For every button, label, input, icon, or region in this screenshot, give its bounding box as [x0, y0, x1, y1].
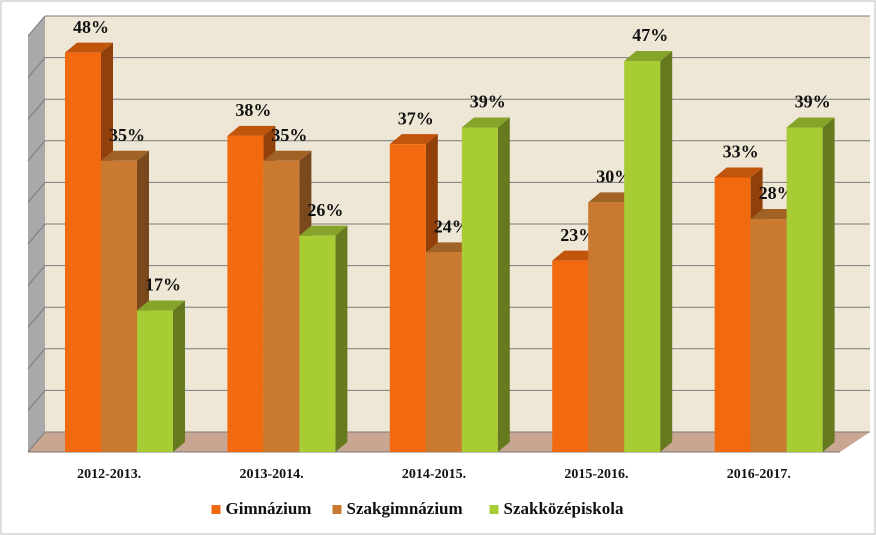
- bar-top: [786, 117, 835, 128]
- bar-front: [786, 127, 823, 453]
- value-label: 26%: [307, 200, 343, 220]
- legend-swatch: [332, 505, 342, 514]
- bar: [299, 225, 348, 452]
- value-label: 39%: [795, 92, 831, 112]
- bar-top: [624, 50, 673, 61]
- grid-line-side: [27, 15, 46, 37]
- value-label: 23%: [560, 225, 596, 245]
- value-label: 33%: [723, 142, 759, 162]
- value-label: 17%: [145, 275, 181, 295]
- bar-front: [425, 252, 462, 452]
- x-tick-label: 2013-2014.: [240, 467, 304, 482]
- bar-front: [389, 144, 426, 452]
- bar-front: [263, 160, 300, 453]
- value-label: 39%: [470, 92, 506, 112]
- grid-line-side: [27, 223, 46, 245]
- bar-front: [227, 135, 264, 452]
- value-label: 35%: [109, 125, 145, 145]
- bar-top: [714, 167, 763, 178]
- value-label: 35%: [271, 125, 307, 145]
- legend-swatch: [211, 505, 221, 514]
- x-tick-label: 2014-2015.: [402, 467, 466, 482]
- bar-top: [461, 117, 510, 128]
- value-label: 24%: [434, 216, 470, 236]
- legend-label: Szakgimnázium: [347, 499, 463, 518]
- bar-front: [714, 177, 751, 452]
- value-label: 37%: [398, 108, 434, 128]
- bar: [137, 300, 185, 452]
- legend: Gimnázium Szakgimnázium Szakközépiskola: [211, 499, 624, 518]
- legend-swatch: [489, 505, 499, 514]
- bar: [624, 50, 673, 453]
- bar-side: [335, 225, 348, 452]
- bar: [461, 117, 510, 453]
- grid-line-side: [27, 348, 46, 370]
- x-tick-label: 2015-2016.: [564, 467, 628, 482]
- x-tick-label: 2012-2013.: [77, 467, 141, 482]
- value-label: 48%: [73, 17, 109, 37]
- grid-line-side: [27, 431, 46, 453]
- legend-label: Gimnázium: [226, 499, 312, 518]
- bar-front: [552, 260, 589, 452]
- value-label: 47%: [632, 25, 668, 45]
- bar-front: [750, 219, 787, 452]
- legend-label: Szakközépiskola: [504, 499, 624, 518]
- bar-front: [101, 160, 137, 453]
- bar: [786, 117, 835, 453]
- bar-front: [65, 52, 101, 452]
- grid-line-side: [27, 57, 46, 78]
- bar-top: [299, 225, 348, 236]
- value-label: 28%: [759, 183, 795, 203]
- bar-side: [822, 117, 835, 453]
- value-label: 30%: [596, 167, 632, 187]
- bar-front: [299, 235, 336, 452]
- bar-front: [588, 202, 625, 452]
- grid-line-side: [27, 265, 46, 286]
- grid-line-side: [27, 390, 46, 411]
- bar-top: [227, 125, 276, 136]
- grid-line-side: [27, 306, 46, 328]
- bar-front: [461, 127, 498, 453]
- bar-top: [65, 42, 113, 53]
- grid-line-side: [27, 140, 46, 162]
- bar-side: [173, 300, 185, 452]
- bar-front: [137, 310, 173, 452]
- bar-top: [389, 134, 438, 145]
- value-label: 38%: [235, 100, 271, 120]
- bar-top: [137, 300, 185, 311]
- x-tick-label: 2016-2017.: [727, 467, 791, 482]
- bar-side: [497, 117, 510, 453]
- grid-line-side: [27, 98, 46, 120]
- bar-top: [101, 150, 149, 161]
- grid-line-side: [27, 182, 46, 203]
- bar-front: [624, 60, 661, 453]
- bar-top: [263, 150, 312, 161]
- bar-side: [660, 50, 673, 453]
